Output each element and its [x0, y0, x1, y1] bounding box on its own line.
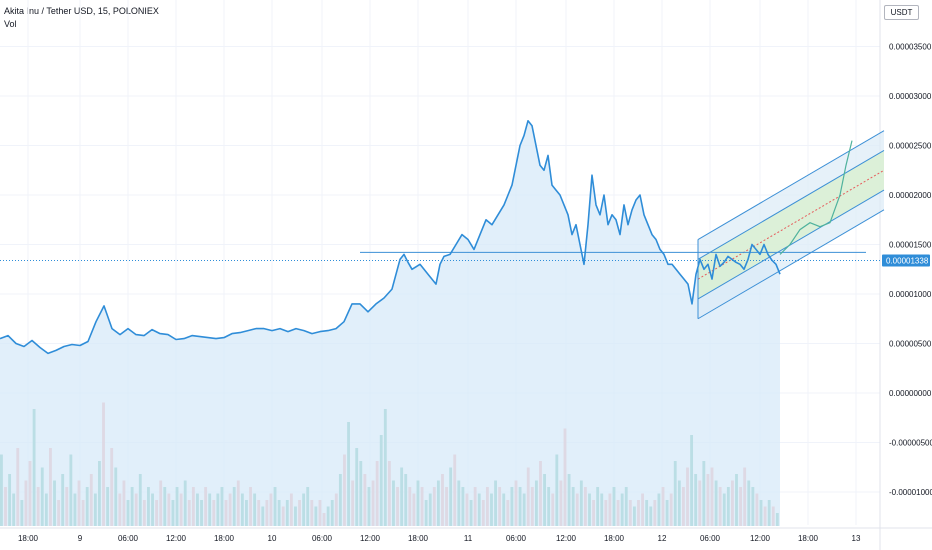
x-tick-label: 06:00	[118, 534, 139, 543]
y-tick-label: 0.00000500	[889, 340, 932, 349]
price-axis[interactable]: 0.00003500 0.00003000 0.00002500 0.00002000…	[889, 43, 932, 498]
parallel-channel[interactable]	[697, 130, 885, 320]
x-tick-label: 10	[268, 534, 277, 543]
price-series	[0, 120, 781, 355]
x-tick-label: 12:00	[750, 534, 771, 543]
y-tick-label: 0.00001500	[889, 241, 932, 250]
y-tick-label: -0.00001000	[889, 488, 932, 497]
x-tick-label: 13	[852, 534, 861, 543]
y-tick-label: 0.00002500	[889, 142, 932, 151]
x-tick-label: 06:00	[506, 534, 527, 543]
currency-button[interactable]: USDT	[884, 5, 919, 20]
price-area-fill	[0, 120, 780, 527]
chart-title: Akita Inu / Tether USD, 15, POLONIEX	[4, 6, 159, 16]
x-tick-label: 18:00	[798, 534, 819, 543]
price-line	[0, 120, 781, 355]
last-price-badge	[882, 254, 930, 267]
y-tick-label: 0.00003500	[889, 43, 932, 52]
channel-line	[697, 209, 885, 320]
last-price-text: 0.00001338	[886, 257, 929, 266]
time-axis[interactable]: 18:00 9 06:00 12:00 18:00 10 06:00 12:00 18:00 11…	[18, 534, 861, 543]
x-tick-label: 18:00	[408, 534, 429, 543]
x-tick-label: 06:00	[700, 534, 721, 543]
y-tick-label: 0.00003000	[889, 92, 932, 101]
projection-line[interactable]	[779, 140, 853, 255]
x-tick-label: 11	[464, 534, 473, 543]
y-tick-label: 0.00002000	[889, 191, 932, 200]
x-tick-label: 12:00	[556, 534, 577, 543]
x-tick-label: 12:00	[166, 534, 187, 543]
channel-line	[697, 189, 885, 300]
y-tick-label: 0.00001000	[889, 290, 932, 299]
x-tick-label: 18:00	[214, 534, 235, 543]
projection-path	[779, 140, 853, 255]
y-tick-label: 0.00000000	[889, 389, 932, 398]
channel-inner-fill	[698, 150, 884, 299]
x-tick-label: 9	[78, 534, 83, 543]
last-price-label: 0.00001338	[0, 254, 930, 267]
x-tick-label: 18:00	[18, 534, 39, 543]
x-tick-label: 12	[658, 534, 667, 543]
y-tick-label: -0.00000500	[889, 439, 932, 448]
channel-line	[697, 130, 885, 240]
x-tick-label: 18:00	[604, 534, 625, 543]
price-area	[0, 120, 780, 527]
channel-line	[697, 150, 885, 260]
volume-indicator-label[interactable]: Vol	[4, 19, 17, 29]
x-tick-label: 06:00	[312, 534, 333, 543]
x-tick-label: 12:00	[360, 534, 381, 543]
